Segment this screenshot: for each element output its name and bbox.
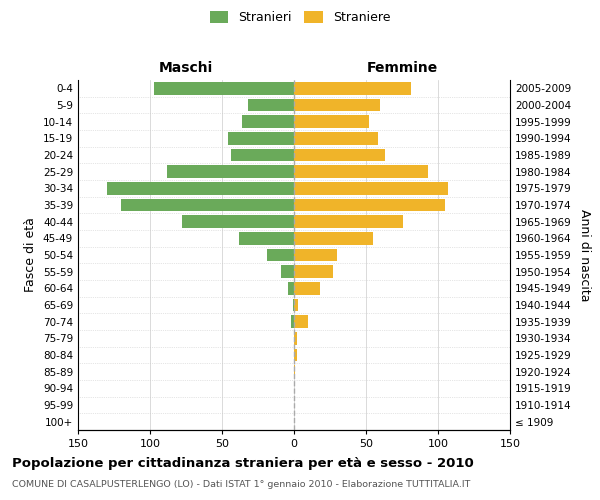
Bar <box>266 248 294 261</box>
Text: Popolazione per cittadinanza straniera per età e sesso - 2010: Popolazione per cittadinanza straniera p… <box>12 458 474 470</box>
Text: Femmine: Femmine <box>367 61 437 75</box>
Bar <box>288 282 294 294</box>
Bar <box>294 248 337 261</box>
Bar <box>294 82 410 94</box>
Bar <box>294 332 297 344</box>
Y-axis label: Fasce di età: Fasce di età <box>25 218 37 292</box>
Bar <box>182 216 294 228</box>
Bar <box>239 232 294 244</box>
Text: COMUNE DI CASALPUSTERLENGO (LO) - Dati ISTAT 1° gennaio 2010 - Elaborazione TUTT: COMUNE DI CASALPUSTERLENGO (LO) - Dati I… <box>12 480 470 489</box>
Bar <box>294 149 385 161</box>
Bar <box>294 316 308 328</box>
Bar <box>294 198 445 211</box>
Bar <box>121 198 294 211</box>
Bar <box>294 349 297 361</box>
Bar <box>248 99 294 112</box>
Y-axis label: Anni di nascita: Anni di nascita <box>578 208 591 301</box>
Bar <box>291 316 294 328</box>
Bar <box>294 266 333 278</box>
Bar <box>293 298 294 311</box>
Bar <box>228 132 294 144</box>
Bar <box>294 366 295 378</box>
Bar <box>294 99 380 112</box>
Bar <box>294 216 403 228</box>
Bar <box>294 298 298 311</box>
Text: Maschi: Maschi <box>159 61 213 75</box>
Bar <box>242 116 294 128</box>
Bar <box>294 232 373 244</box>
Bar <box>294 116 369 128</box>
Bar <box>107 182 294 194</box>
Bar <box>281 266 294 278</box>
Bar <box>294 132 377 144</box>
Bar <box>154 82 294 94</box>
Bar <box>230 149 294 161</box>
Legend: Stranieri, Straniere: Stranieri, Straniere <box>205 6 395 29</box>
Bar <box>167 166 294 178</box>
Bar <box>294 182 448 194</box>
Bar <box>294 282 320 294</box>
Bar <box>294 166 428 178</box>
